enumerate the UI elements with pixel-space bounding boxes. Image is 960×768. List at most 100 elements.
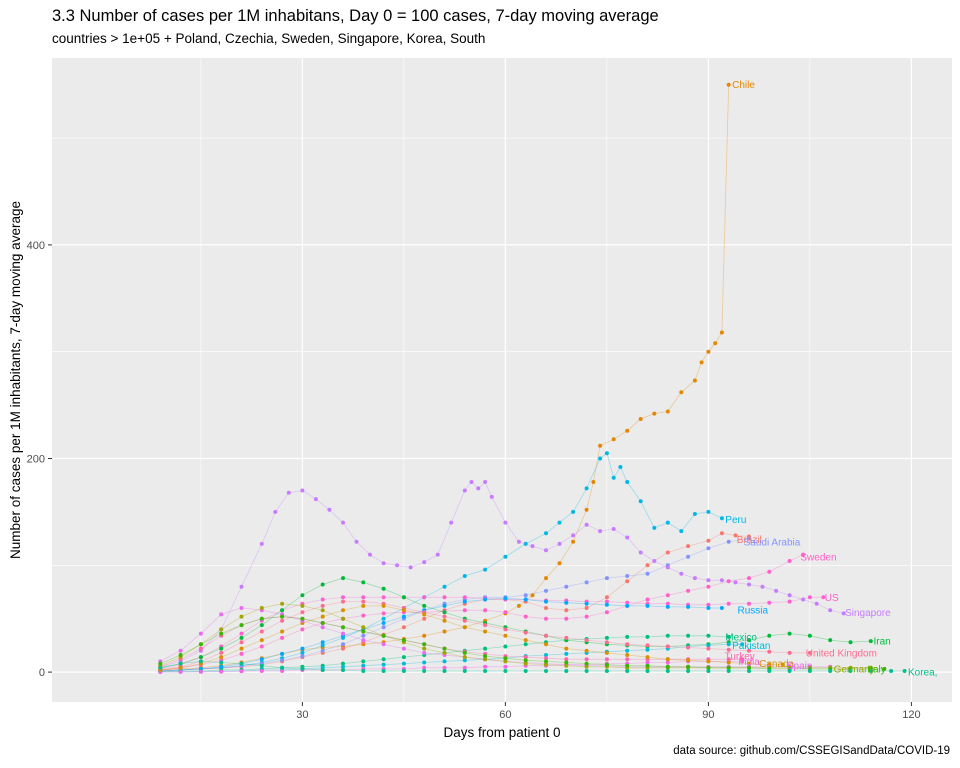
data-point [483, 480, 488, 484]
data-point [320, 640, 325, 645]
data-point [239, 669, 244, 674]
data-point [699, 360, 704, 365]
data-point [422, 603, 427, 608]
series-line [160, 538, 750, 672]
data-point [706, 578, 711, 583]
data-point [239, 631, 244, 636]
data-point [584, 661, 589, 666]
data-point [341, 520, 345, 525]
data-point [706, 669, 711, 673]
data-point [665, 550, 670, 555]
data-point [625, 642, 630, 647]
data-point [422, 650, 427, 655]
data-point [178, 669, 183, 674]
data-point [841, 611, 846, 616]
data-point [713, 341, 718, 346]
data-point [645, 634, 650, 639]
series-label: Pakistan [732, 641, 770, 652]
data-point [341, 576, 345, 581]
data-point [645, 563, 650, 568]
data-point [604, 662, 609, 667]
data-point [300, 603, 305, 608]
data-point [564, 651, 569, 656]
data-point [483, 646, 488, 651]
data-point [564, 657, 569, 662]
data-point [665, 669, 670, 673]
data-point [544, 659, 548, 664]
data-point [320, 582, 325, 587]
data-point [767, 569, 772, 574]
data-point [280, 665, 285, 670]
data-point [787, 669, 792, 673]
data-point [774, 588, 779, 593]
data-point [747, 669, 751, 673]
data-point [733, 580, 738, 585]
data-point [219, 664, 224, 669]
data-point [381, 603, 386, 608]
data-point [719, 531, 724, 536]
data-point [591, 480, 596, 484]
y-tick-label: 200 [27, 453, 45, 465]
data-point [679, 571, 684, 576]
data-point [462, 488, 467, 493]
data-point [361, 663, 366, 668]
data-point [219, 660, 224, 665]
data-point [422, 660, 427, 665]
data-point [544, 588, 548, 593]
y-axis-ticks: 0 200 400 [27, 240, 52, 679]
data-point [361, 599, 366, 604]
chart-title: 3.3 Number of cases per 1M inhabitans, D… [52, 7, 659, 25]
data-point [625, 657, 630, 662]
data-point [178, 648, 183, 653]
data-point [516, 603, 521, 608]
data-point [652, 559, 657, 563]
data-point [726, 647, 731, 652]
series-label: Iran [874, 637, 891, 648]
data-point [747, 665, 751, 670]
data-point [706, 643, 711, 648]
data-point [604, 635, 609, 640]
data-point [273, 509, 278, 514]
series-label: Saudi Arabia [744, 537, 801, 548]
data-point [341, 616, 345, 621]
data-point [652, 411, 657, 416]
data-point [219, 612, 224, 617]
data-point [401, 646, 406, 651]
data-point [401, 625, 406, 630]
data-point [483, 654, 488, 659]
series-label: Korea, [908, 668, 937, 679]
data-point [747, 536, 751, 541]
data-point [544, 576, 548, 581]
data-point [239, 635, 244, 640]
data-point [564, 584, 569, 589]
data-point [422, 612, 427, 617]
data-point [408, 565, 413, 570]
data-point [239, 614, 244, 619]
data-point [259, 669, 264, 673]
series-italy [158, 614, 887, 671]
data-point [686, 604, 691, 609]
data-point [638, 417, 643, 421]
data-point [219, 655, 224, 660]
data-point [178, 665, 183, 670]
data-point [280, 651, 285, 656]
data-point [442, 629, 447, 634]
data-point [381, 621, 386, 625]
series-line [160, 660, 905, 672]
data-point [530, 593, 535, 598]
data-point [442, 610, 447, 615]
data-point [686, 658, 691, 663]
data-point [706, 538, 711, 543]
data-point [422, 595, 427, 600]
data-point [523, 593, 528, 598]
data-point [780, 662, 785, 667]
data-point [280, 635, 285, 640]
x-tick-label: 120 [902, 709, 920, 721]
data-point [361, 603, 366, 608]
data-point [868, 669, 873, 673]
data-point [523, 614, 528, 619]
data-point [584, 522, 589, 527]
data-point [665, 604, 670, 609]
